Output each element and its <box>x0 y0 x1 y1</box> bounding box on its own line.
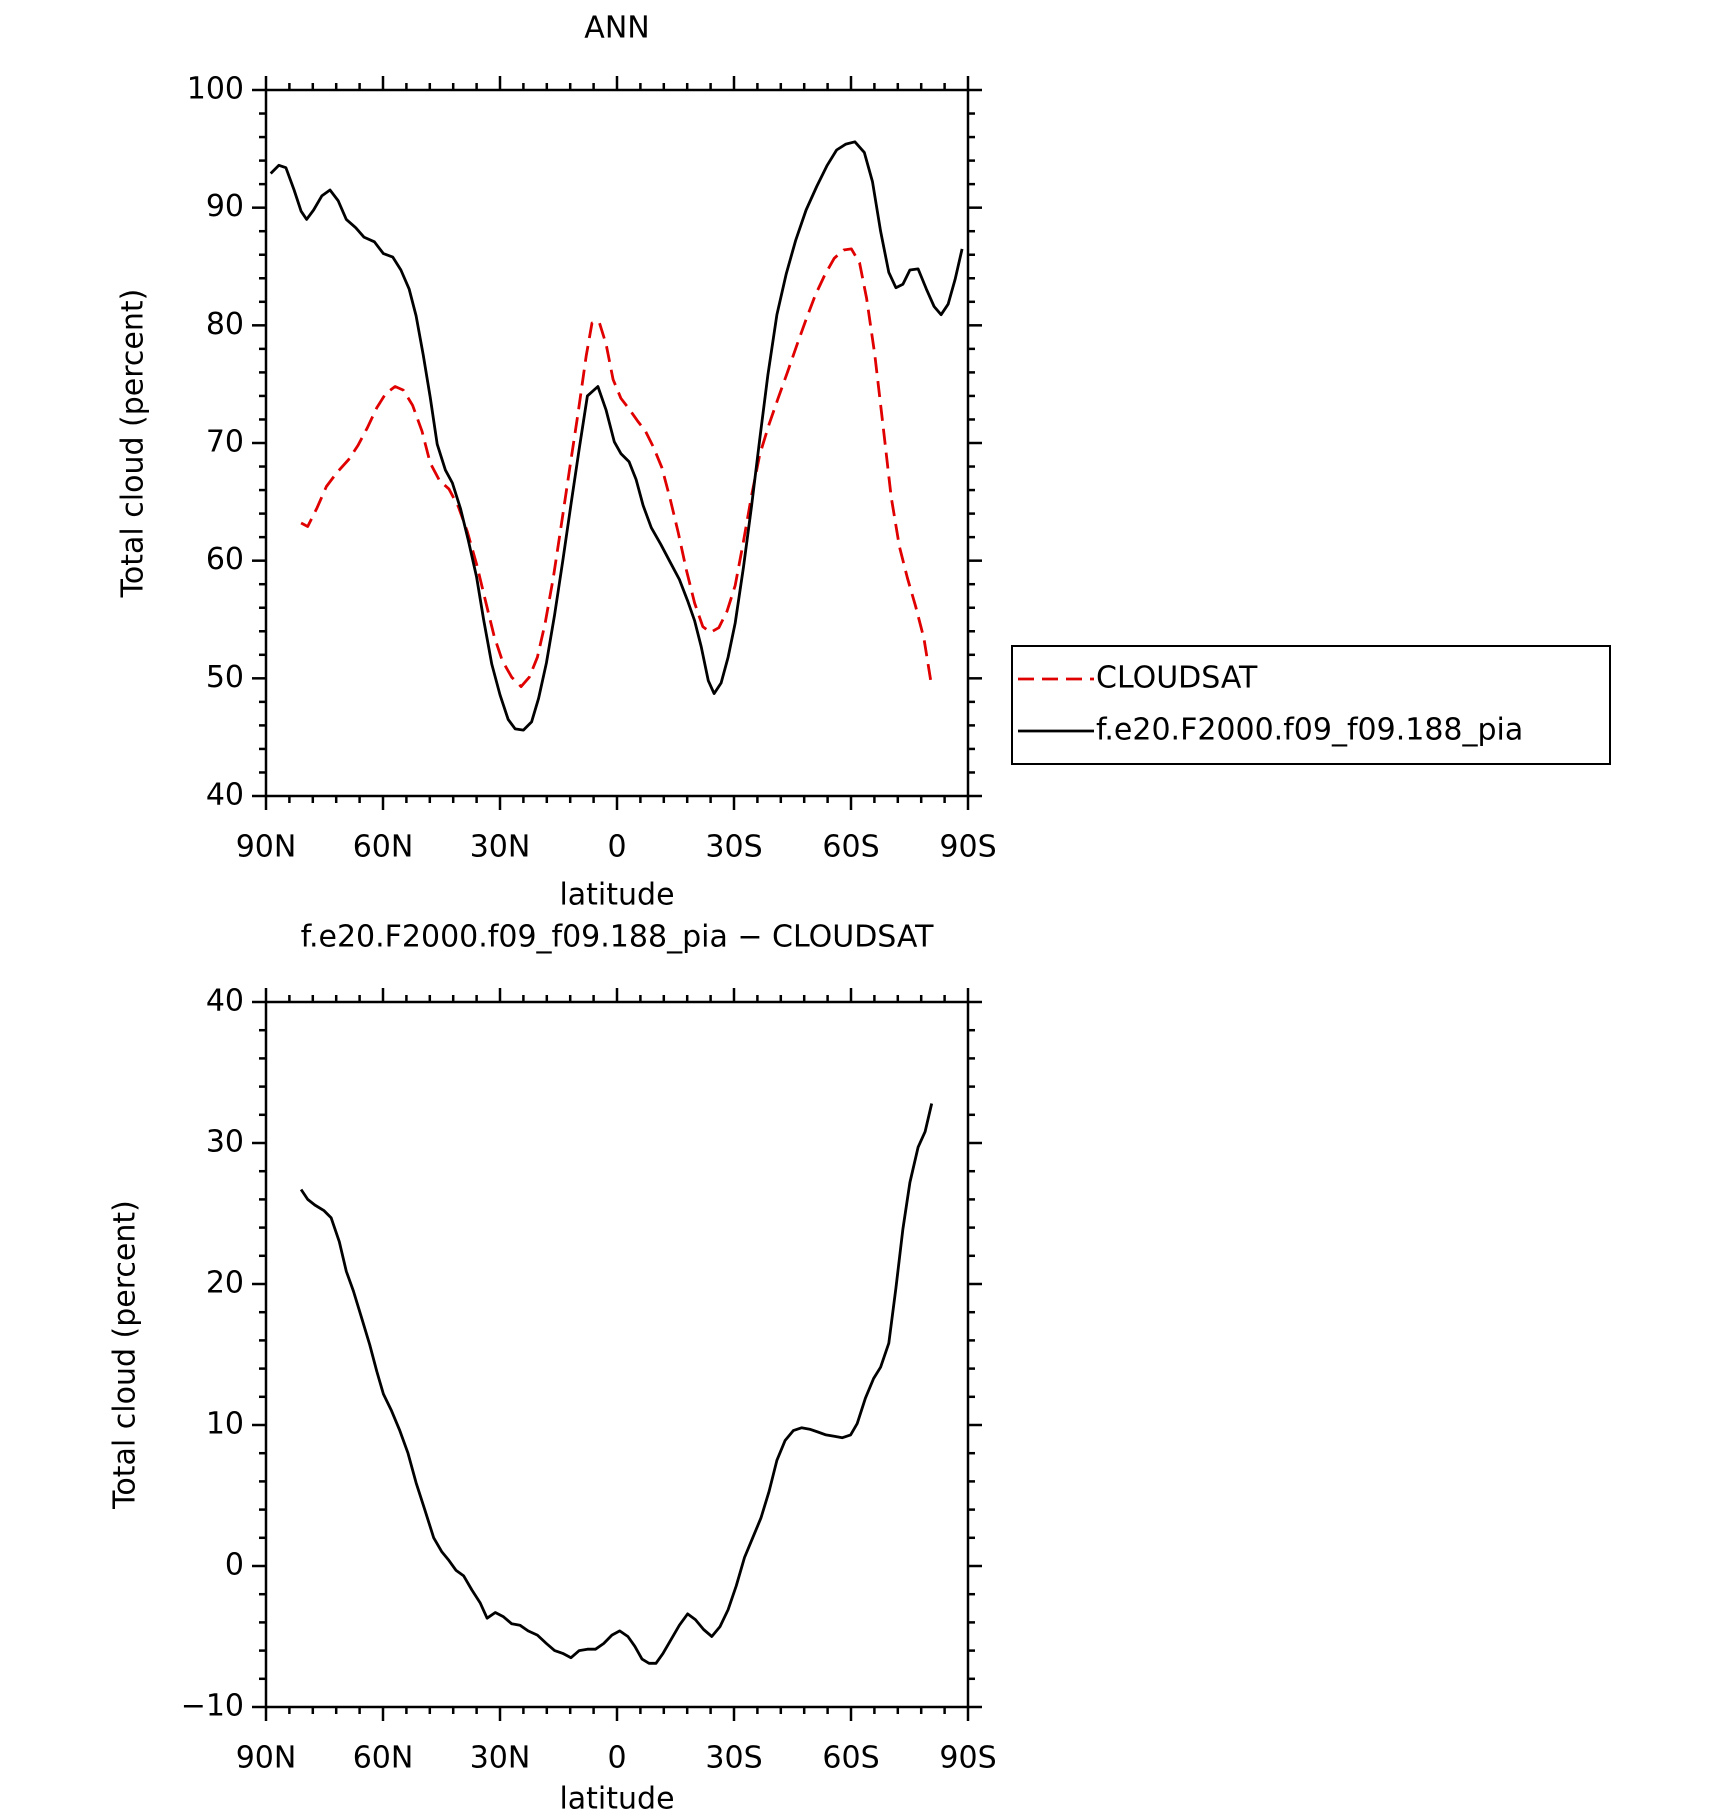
y-tick-label: 100 <box>187 72 244 107</box>
y-tick-label: 60 <box>206 542 244 577</box>
y-tick-label: 40 <box>206 984 244 1019</box>
data-line <box>300 247 934 688</box>
chart-title: ANN <box>584 11 649 46</box>
legend-box <box>1011 645 1611 765</box>
x-tick-label: 60N <box>353 830 414 865</box>
x-axis-label: latitude <box>559 878 674 913</box>
data-line <box>299 1103 934 1665</box>
x-axis-label: latitude <box>559 1782 674 1816</box>
y-tick-label: 80 <box>206 307 244 342</box>
x-tick-label: 90S <box>939 1741 996 1776</box>
x-tick-label: 30N <box>470 1741 531 1776</box>
x-tick-label: 90S <box>939 830 996 865</box>
x-tick-label: 90N <box>236 830 297 865</box>
y-tick-label: −10 <box>181 1689 244 1724</box>
y-tick-label: 0 <box>225 1548 244 1583</box>
y-axis-label: Total cloud (percent) <box>116 289 151 599</box>
y-tick-label: 20 <box>206 1266 244 1301</box>
x-tick-label: 30N <box>470 830 531 865</box>
y-tick-label: 40 <box>206 778 244 813</box>
y-tick-label: 10 <box>206 1407 244 1442</box>
x-tick-label: 30S <box>705 830 762 865</box>
x-tick-label: 0 <box>607 1741 626 1776</box>
y-tick-label: 70 <box>206 425 244 460</box>
chart-title: f.e20.F2000.f09_f09.188_pia − CLOUDSAT <box>301 920 935 955</box>
legend-label: f.e20.F2000.f09_f09.188_pia <box>1096 713 1523 748</box>
x-tick-label: 0 <box>607 830 626 865</box>
plot-frame <box>264 88 970 798</box>
y-axis-label: Total cloud (percent) <box>108 1200 143 1510</box>
x-tick-label: 60S <box>822 830 879 865</box>
legend: CLOUDSAT f.e20.F2000.f09_f09.188_pia <box>1011 645 1611 765</box>
y-tick-label: 90 <box>206 189 244 224</box>
x-tick-label: 60N <box>353 1741 414 1776</box>
y-tick-label: 50 <box>206 660 244 695</box>
x-tick-label: 60S <box>822 1741 879 1776</box>
x-tick-label: 30S <box>705 1741 762 1776</box>
legend-label: CLOUDSAT <box>1096 661 1258 696</box>
data-line <box>269 140 964 732</box>
x-tick-label: 90N <box>236 1741 297 1776</box>
y-tick-label: 30 <box>206 1125 244 1160</box>
